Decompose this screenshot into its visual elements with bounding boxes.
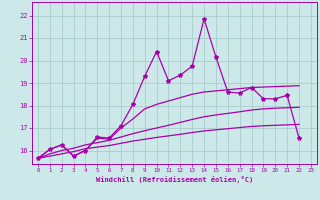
X-axis label: Windchill (Refroidissement éolien,°C): Windchill (Refroidissement éolien,°C)	[96, 176, 253, 183]
